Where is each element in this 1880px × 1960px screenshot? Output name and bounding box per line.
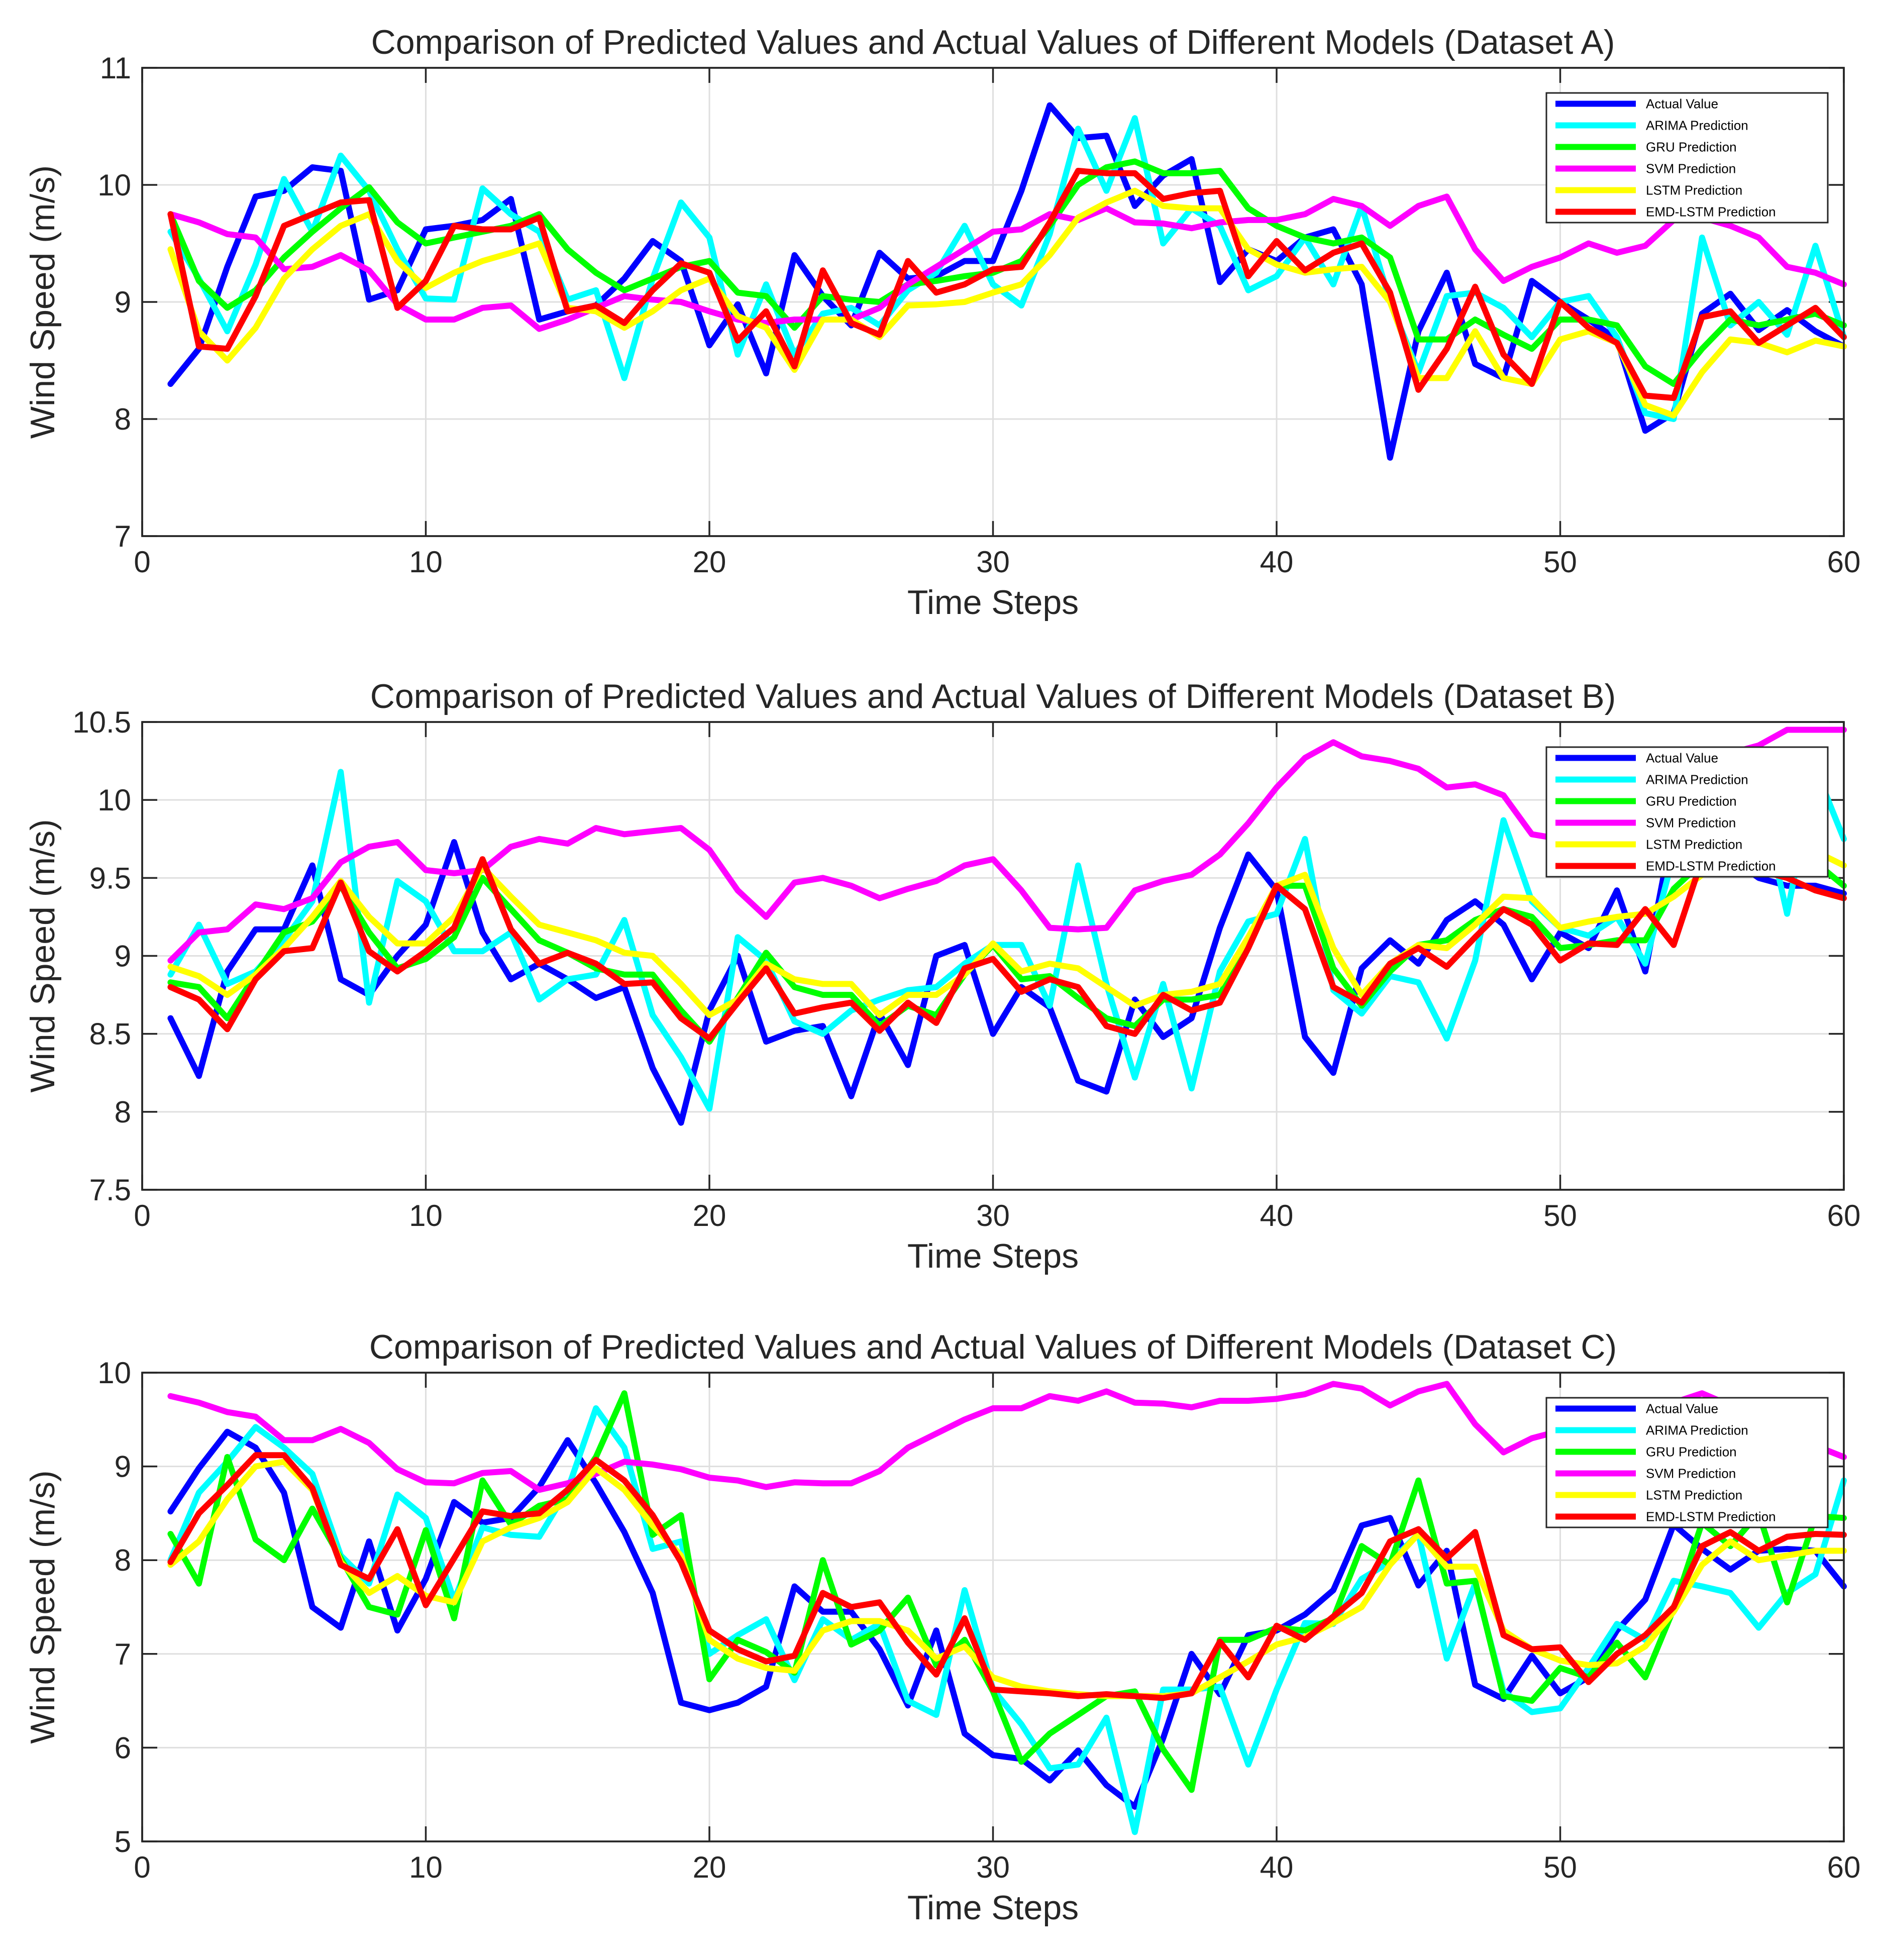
x-tick-label: 60 — [1827, 545, 1861, 579]
legend-box — [1545, 746, 1829, 878]
x-axis-label: Time Steps — [907, 1889, 1079, 1927]
series-line-actual-value — [167, 820, 1847, 1126]
y-tick-label: 7 — [115, 1637, 131, 1671]
y-tick-label: 8.5 — [89, 1017, 131, 1051]
chart-title: Comparison of Predicted Values and Actua… — [369, 1328, 1617, 1366]
legend-label: SVM Prediction — [1646, 1466, 1736, 1481]
series-line-emd-lstm-prediction — [167, 856, 1847, 1042]
x-tick-label: 60 — [1827, 1850, 1861, 1884]
legend-label: Actual Value — [1646, 1401, 1718, 1416]
series-line-svm-prediction — [167, 193, 1847, 332]
legend-box — [1545, 92, 1829, 224]
y-tick-label: 8 — [115, 1095, 131, 1129]
chart-title: Comparison of Predicted Values and Actua… — [371, 23, 1615, 61]
y-tick-label: 10.5 — [72, 705, 131, 739]
x-tick-label: 20 — [693, 1199, 726, 1232]
legend-label: EMD-LSTM Prediction — [1646, 1509, 1776, 1524]
series-line-arima-prediction — [167, 115, 1847, 422]
legend-label: LSTM Prediction — [1646, 1488, 1742, 1503]
y-tick-label: 8 — [115, 402, 131, 436]
x-tick-label: 60 — [1827, 1199, 1861, 1232]
y-tick-label: 9 — [115, 285, 131, 319]
legend-label: Actual Value — [1646, 96, 1718, 112]
x-tick-label: 40 — [1260, 1199, 1294, 1232]
chart-panel-dataset-c: 0 10 20 30 40 50 60 5 6 7 8 9 10 Comparison of Predi… — [24, 1328, 1860, 1927]
legend-label: LSTM Prediction — [1646, 183, 1742, 198]
legend-label: EMD-LSTM Prediction — [1646, 859, 1776, 874]
legend-label: GRU Prediction — [1646, 140, 1737, 155]
x-tick-label: 10 — [409, 545, 443, 579]
legend-label: ARIMA Prediction — [1646, 772, 1748, 787]
x-tick-label: 0 — [134, 545, 150, 579]
series-line-arima-prediction — [167, 1405, 1847, 1835]
chart-title: Comparison of Predicted Values and Actua… — [370, 677, 1616, 715]
y-tick-label: 5 — [115, 1825, 131, 1859]
x-tick-label: 10 — [409, 1199, 443, 1232]
legend-label: ARIMA Prediction — [1646, 1423, 1748, 1438]
y-tick-label: 10 — [97, 168, 131, 202]
x-tick-label: 30 — [976, 1850, 1010, 1884]
x-tick-label: 50 — [1543, 1850, 1577, 1884]
x-tick-label: 30 — [976, 1199, 1010, 1232]
x-tick-label: 10 — [409, 1850, 443, 1884]
x-tick-label: 50 — [1543, 545, 1577, 579]
x-tick-label: 20 — [693, 1850, 726, 1884]
plot-frame — [141, 721, 1845, 1191]
y-tick-label: 10 — [97, 1356, 131, 1390]
legend-label: EMD-LSTM Prediction — [1646, 204, 1776, 220]
legend-label: SVM Prediction — [1646, 161, 1736, 176]
y-tick-label: 9 — [115, 940, 131, 973]
y-tick-label: 11 — [100, 51, 131, 85]
series-lines — [167, 727, 1847, 1126]
legend: Actual Value ARIMA Prediction GRU Predicti… — [1545, 92, 1829, 224]
y-tick-label: 9 — [115, 1450, 131, 1484]
series-line-emd-lstm-prediction — [167, 168, 1847, 401]
x-tick-label: 30 — [976, 545, 1010, 579]
y-tick-label: 7.5 — [89, 1173, 131, 1207]
plot-frame — [141, 1372, 1845, 1842]
legend-label: Actual Value — [1646, 751, 1718, 766]
legend-label: LSTM Prediction — [1646, 837, 1742, 852]
x-tick-label: 40 — [1260, 1850, 1294, 1884]
legend: Actual Value ARIMA Prediction GRU Predicti… — [1545, 1397, 1829, 1528]
legend-box — [1545, 1397, 1829, 1528]
x-tick-label: 40 — [1260, 545, 1294, 579]
y-tick-label: 6 — [115, 1731, 131, 1765]
y-tick-label: 8 — [115, 1543, 131, 1577]
series-line-emd-lstm-prediction — [167, 1452, 1847, 1701]
chart-panel-dataset-b: 0 10 20 30 40 50 60 7.5 8 8.5 9 9.5 10 10.5 Compariso… — [24, 677, 1860, 1275]
series-line-lstm-prediction — [167, 1459, 1847, 1699]
chart-panel-dataset-a: 0 10 20 30 40 50 60 7 8 9 10 11 Comparison of Predi… — [24, 23, 1860, 622]
x-tick-label: 50 — [1543, 1199, 1577, 1232]
legend: Actual Value ARIMA Prediction GRU Predicti… — [1545, 746, 1829, 878]
y-tick-label: 9.5 — [89, 861, 131, 895]
legend-label: GRU Prediction — [1646, 1445, 1737, 1460]
y-axis-label: Wind Speed (m/s) — [24, 1470, 62, 1743]
x-axis-label: Time Steps — [907, 583, 1079, 622]
x-tick-label: 20 — [693, 545, 726, 579]
y-tick-label: 10 — [97, 783, 131, 817]
legend-label: GRU Prediction — [1646, 794, 1737, 809]
y-axis-label: Wind Speed (m/s) — [24, 165, 62, 439]
legend-label: ARIMA Prediction — [1646, 118, 1748, 133]
plot-frame — [141, 67, 1845, 537]
series-lines — [167, 102, 1847, 461]
series-line-gru-prediction — [167, 851, 1847, 1045]
series-line-lstm-prediction — [167, 841, 1847, 1018]
x-axis-label: Time Steps — [907, 1237, 1079, 1275]
y-tick-label: 7 — [115, 520, 131, 553]
y-axis-label: Wind Speed (m/s) — [24, 819, 62, 1092]
series-line-actual-value — [167, 1428, 1847, 1810]
x-tick-label: 0 — [134, 1850, 150, 1884]
x-tick-label: 0 — [134, 1199, 150, 1232]
series-line-lstm-prediction — [167, 187, 1847, 419]
legend-label: SVM Prediction — [1646, 815, 1736, 831]
